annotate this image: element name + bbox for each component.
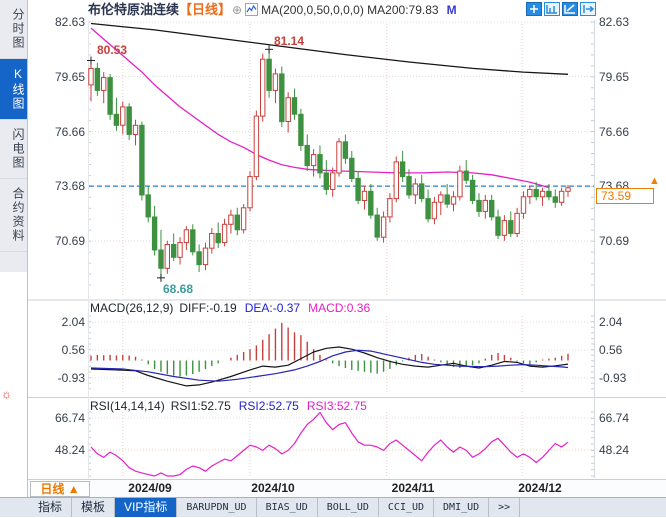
sidebar-item-contract-info[interactable]: 合约资料	[0, 179, 27, 252]
price-tick-left: 82.63	[54, 15, 85, 29]
chart-toolbar	[526, 2, 596, 16]
left-sidebar: 分时图 K线图 闪电图 合约资料 ☼	[0, 0, 28, 517]
rsi-tick-right: 66.74	[599, 411, 630, 425]
ma-formula: MA(200,0,50,0,0,0)	[261, 3, 364, 17]
macd-tick-left: -0.93	[57, 371, 85, 385]
macd-macd-value: MACD:0.36	[308, 301, 371, 315]
macd-dea-value: DEA:-0.37	[244, 301, 301, 315]
macd-formula: MACD(26,12,9)	[90, 301, 174, 315]
add-compare-icon[interactable]: ⊕	[232, 3, 243, 17]
rsi-header: RSI(14,14,14) RSI1:52.75 RSI2:52.75 RSI3:52…	[90, 399, 367, 413]
kline-chart-icon	[245, 3, 259, 21]
price-tick-left: 70.69	[54, 233, 85, 248]
tab-vip-indicators[interactable]: VIP指标	[115, 498, 178, 517]
macd-tick-right: 0.56	[599, 343, 623, 357]
macd-tick-left: 2.04	[61, 315, 85, 329]
price-tick-right: 76.66	[599, 124, 630, 139]
tab-boll-ud[interactable]: BOLL_UD	[318, 498, 379, 517]
rsi-tick-left: 48.24	[54, 443, 85, 457]
tab-cci-ud[interactable]: CCI_UD	[379, 498, 435, 517]
annotation-peak: 81.14	[274, 34, 305, 48]
x-axis-date: 2024/11	[391, 481, 435, 495]
exit-icon[interactable]	[580, 2, 596, 16]
ma200-value: MA200:79.83	[367, 3, 439, 17]
x-axis-date: 2024/10	[251, 481, 295, 495]
price-tick-left: 73.68	[54, 179, 85, 194]
annotation-low: 68.68	[163, 282, 194, 296]
macd-tick-left: 0.56	[61, 343, 85, 357]
sidebar-menu: 分时图 K线图 闪电图 合约资料	[0, 0, 27, 272]
rsi2-value: RSI2:52.75	[238, 399, 299, 413]
period-selector-button[interactable]: 日线 ▲	[30, 481, 90, 497]
tab-templates[interactable]: 模板	[72, 498, 116, 517]
sidebar-item-time-chart[interactable]: 分时图	[0, 0, 27, 59]
price-tick-left: 79.65	[54, 69, 85, 84]
rsi-tick-right: 48.24	[599, 443, 630, 457]
tab-bias-ud[interactable]: BIAS_UD	[257, 498, 318, 517]
x-axis-date: 2024/09	[128, 481, 172, 495]
region-stat-icon[interactable]	[544, 2, 560, 16]
price-tick-left: 76.66	[54, 124, 85, 139]
x-axis-row: 日线 ▲ 2024/09 2024/10 2024/11 2024/12	[28, 479, 666, 498]
price-tick-right: 70.69	[599, 233, 630, 248]
macd-diff-value: DIFF:-0.19	[179, 301, 237, 315]
rsi1-value: RSI1:52.75	[170, 399, 231, 413]
tab-dmi-ud[interactable]: DMI_UD	[434, 498, 490, 517]
period-tag: 【日线】	[179, 2, 232, 17]
sidebar-item-flash-chart[interactable]: 闪电图	[0, 120, 27, 179]
symbol-name: 布伦特原油连续	[88, 2, 180, 17]
rsi-tick-left: 66.74	[54, 411, 85, 425]
macd-tick-right: -0.93	[599, 371, 627, 385]
rsi-formula: RSI(14,14,14)	[90, 399, 165, 413]
macd-tick-right: 2.04	[599, 315, 623, 329]
last-price-box: 73.59	[596, 188, 654, 204]
tab-barupdn-ud[interactable]: BARUPDN_UD	[177, 498, 257, 517]
rsi3-value: RSI3:52.75	[306, 399, 367, 413]
chart-header: 布伦特原油连续【日线】⊕ MA(200,0,50,0,0,0) MA200:79.…	[88, 1, 457, 18]
crosshair-icon[interactable]	[526, 2, 542, 16]
price-tick-right: 82.63	[599, 15, 630, 29]
price-tick-right: 79.65	[599, 69, 630, 84]
price-up-arrow-icon: ▲	[649, 175, 660, 187]
tab-indicators[interactable]: 指标	[29, 498, 73, 517]
annotation-high-start: 80.53	[97, 43, 128, 57]
sidebar-item-kline-chart[interactable]: K线图	[0, 59, 27, 120]
draw-line-icon[interactable]	[562, 2, 578, 16]
ma-extra-label: M	[446, 3, 457, 17]
alert-sun-icon[interactable]: ☼	[1, 387, 12, 401]
macd-header: MACD(26,12,9) DIFF:-0.19 DEA:-0.37 MACD:0.3…	[90, 301, 370, 315]
tab-more[interactable]: >>	[489, 498, 521, 517]
indicator-tab-bar: 指标 模板 VIP指标 BARUPDN_UD BIAS_UD BOLL_UD C…	[0, 497, 666, 517]
x-axis-date: 2024/12	[518, 481, 562, 495]
